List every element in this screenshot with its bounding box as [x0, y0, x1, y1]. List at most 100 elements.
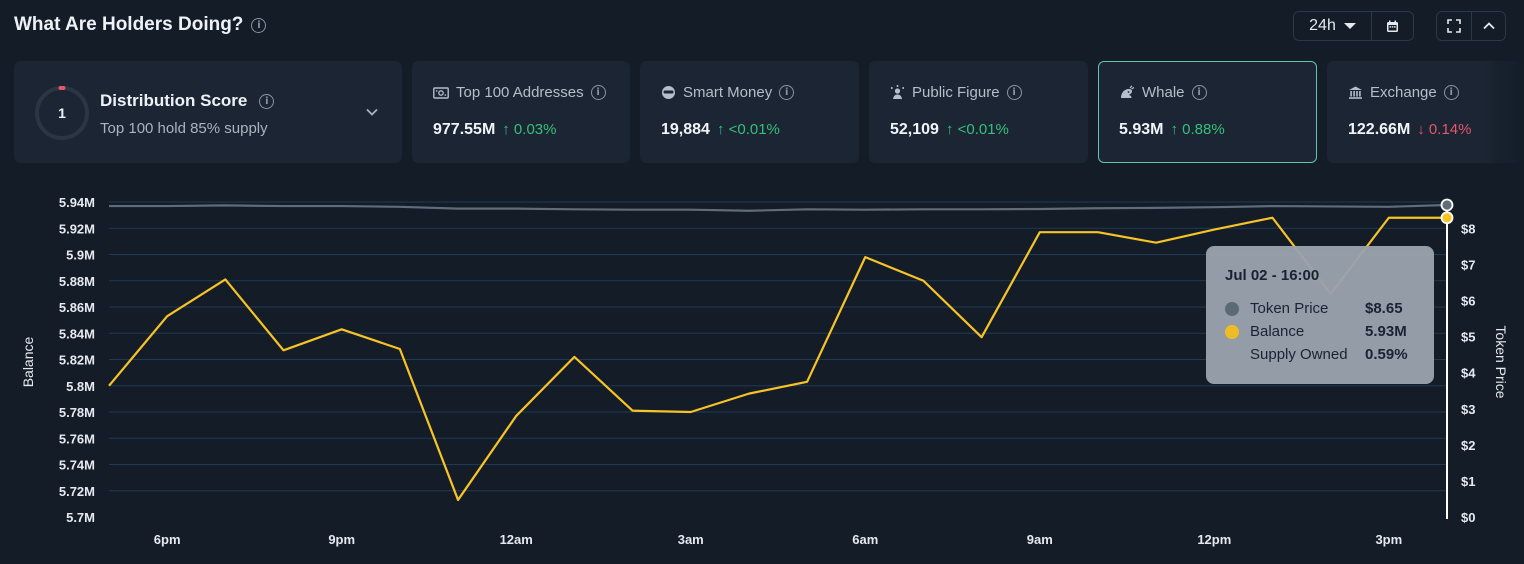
tooltip-price-swatch	[1225, 301, 1239, 316]
chevron-up-icon	[1482, 22, 1495, 30]
token-price-point	[1440, 198, 1454, 212]
y-tick-label: 5.82M	[59, 353, 95, 368]
x-tick-label: 6am	[852, 532, 878, 547]
metric-label: Smart Money i	[661, 84, 795, 101]
info-icon[interactable]: i	[1443, 85, 1459, 100]
expand-icon	[1447, 19, 1461, 33]
y2-tick-label: $6	[1461, 294, 1475, 309]
metric-value-text: 122.66M	[1348, 121, 1411, 138]
y2-tick-label: $0	[1461, 510, 1475, 525]
x-tick-label: 12pm	[1197, 532, 1231, 547]
metric-value: 19,884 ↑ <0.01%	[661, 121, 780, 139]
metric-label: Public Figure i	[890, 84, 1022, 101]
metric-label-text: Whale	[1142, 84, 1185, 101]
whale-icon	[1121, 84, 1135, 98]
info-icon[interactable]: i	[1006, 85, 1022, 100]
tooltip-row-value: 0.59%	[1365, 346, 1408, 363]
tooltip-row-balance: Balance 5.93M	[1225, 323, 1407, 340]
metric-value: 52,109 ↑ <0.01%	[890, 121, 1009, 139]
y2-tick-label: $5	[1461, 330, 1475, 345]
metric-change: ↑ 0.88%	[1170, 121, 1225, 138]
score-ring: 1	[35, 86, 89, 140]
y-tick-label: 5.84M	[59, 326, 95, 341]
cash-icon	[433, 86, 449, 99]
metric-change: ↑ <0.01%	[716, 121, 780, 138]
metric-card-public-figure[interactable]: Public Figure i 52,109 ↑ <0.01%	[869, 61, 1088, 163]
tooltip-row-value: $8.65	[1365, 300, 1403, 317]
y-tick-label: 5.78M	[59, 405, 95, 420]
metric-value: 122.66M ↓ 0.14%	[1348, 121, 1471, 139]
toolbar: 24h	[1293, 11, 1506, 41]
y-tick-label: 5.9M	[66, 248, 95, 263]
info-icon[interactable]: i	[779, 85, 795, 100]
distribution-title-text: Distribution Score	[100, 91, 248, 110]
y2-axis-title: Token Price	[1493, 325, 1509, 398]
info-icon[interactable]: i	[259, 93, 275, 109]
metric-label-text: Exchange	[1370, 84, 1437, 101]
y2-tick-label: $4	[1461, 366, 1476, 381]
metric-label-text: Public Figure	[912, 84, 1000, 101]
calendar-icon	[1387, 20, 1398, 32]
tooltip-row-supply: Supply Owned 0.59%	[1225, 346, 1408, 363]
range-dropdown[interactable]: 24h	[1294, 12, 1371, 40]
distribution-subtitle: Top 100 hold 85% supply	[100, 120, 268, 137]
distribution-title: Distribution Score i	[100, 91, 275, 111]
x-tick-label: 9pm	[328, 532, 355, 547]
x-tick-label: 12am	[500, 532, 533, 547]
fullscreen-button[interactable]	[1437, 12, 1471, 40]
y2-tick-label: $1	[1461, 474, 1475, 489]
y-tick-label: 5.7M	[66, 510, 95, 525]
caret-down-icon	[1343, 23, 1356, 29]
y-tick-label: 5.94M	[59, 195, 95, 210]
tooltip-row-value: 5.93M	[1365, 323, 1407, 340]
y-tick-label: 5.72M	[59, 484, 95, 499]
balance-price-chart[interactable]: 5.7M 5.72M 5.74M 5.76M 5.78M 5.8M 5.82M 5.84M 5.…	[0, 185, 1524, 564]
collapse-button[interactable]	[1471, 12, 1505, 40]
tooltip-date: Jul 02 - 16:00	[1225, 267, 1320, 284]
token-price-line	[109, 203, 1448, 212]
bank-icon	[1349, 86, 1362, 99]
metric-value-text: 52,109	[890, 121, 939, 138]
y2-tick-label: $2	[1461, 438, 1475, 453]
info-icon[interactable]: i	[590, 85, 606, 100]
y-tick-label: 5.74M	[59, 458, 95, 473]
metric-label-text: Top 100 Addresses	[456, 84, 584, 101]
metric-label: Top 100 Addresses i	[433, 84, 606, 101]
y2-tick-label: $3	[1461, 402, 1475, 417]
metric-cards: 1 Distribution Score i Top 100 hold 85% …	[14, 61, 1524, 163]
metric-value: 5.93M ↑ 0.88%	[1119, 121, 1225, 139]
metric-value: 977.55M ↑ 0.03%	[433, 121, 556, 139]
score-value: 1	[58, 105, 66, 121]
metric-card-exchange[interactable]: Exchange i 122.66M ↓ 0.14%	[1327, 61, 1524, 163]
distribution-score-card[interactable]: 1 Distribution Score i Top 100 hold 85% …	[14, 61, 402, 163]
metric-label: Exchange i	[1348, 84, 1459, 101]
metric-value-text: 977.55M	[433, 121, 496, 138]
metric-label: Whale i	[1119, 84, 1207, 101]
info-icon[interactable]: i	[251, 17, 267, 33]
y-tick-label: 5.8M	[66, 379, 95, 394]
y2-tick-label: $8	[1461, 221, 1475, 236]
info-icon[interactable]: i	[1191, 85, 1207, 100]
x-tick-label: 9am	[1027, 532, 1053, 547]
metric-card-smart-money[interactable]: Smart Money i 19,884 ↑ <0.01%	[640, 61, 859, 163]
tooltip-row-price: Token Price $8.65	[1225, 300, 1403, 317]
scroll-fade	[1484, 61, 1524, 163]
metric-change: ↑ 0.03%	[502, 121, 557, 138]
x-tick-label: 3am	[678, 532, 704, 547]
range-selector: 24h	[1293, 11, 1414, 41]
metric-card-whale[interactable]: Whale i 5.93M ↑ 0.88%	[1098, 61, 1317, 163]
metric-change: ↓ 0.14%	[1417, 121, 1472, 138]
calendar-button[interactable]	[1371, 12, 1413, 40]
tooltip-balance-swatch	[1225, 324, 1239, 339]
metric-value-text: 19,884	[661, 121, 710, 138]
balance-line	[108, 216, 1447, 502]
public-figure-icon	[890, 85, 905, 99]
chevron-down-icon[interactable]	[365, 105, 379, 119]
chart-tooltip: Jul 02 - 16:00 Token Price $8.65 Balance…	[1206, 246, 1434, 384]
metric-card-top100[interactable]: Top 100 Addresses i 977.55M ↑ 0.03%	[412, 61, 630, 163]
section-title-text: What Are Holders Doing?	[14, 14, 244, 35]
y-tick-label: 5.88M	[59, 274, 95, 289]
tooltip-supply-spacer	[1225, 348, 1239, 362]
y-tick-label: 5.76M	[59, 431, 95, 446]
view-controls	[1436, 11, 1506, 41]
